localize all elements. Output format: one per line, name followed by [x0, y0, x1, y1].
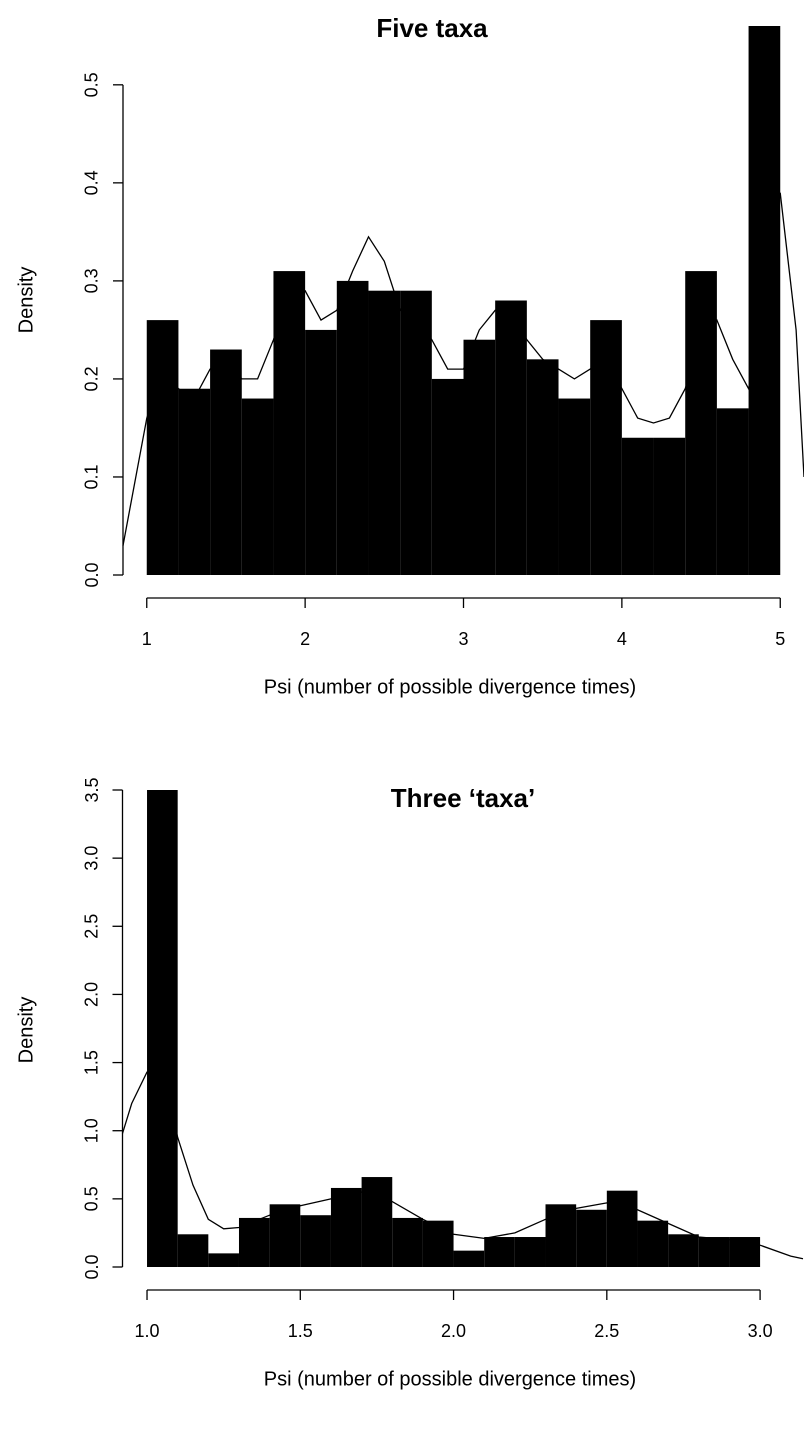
bar	[716, 408, 749, 575]
bar	[558, 398, 591, 575]
bar	[514, 1237, 546, 1267]
bar	[484, 1237, 515, 1267]
y-tick-label: 0.4	[82, 170, 102, 195]
y-tick-label: 2.0	[82, 982, 102, 1007]
x-tick-label: 2.5	[594, 1321, 619, 1341]
bar	[147, 790, 178, 1267]
bar	[576, 1209, 607, 1267]
bar	[368, 290, 401, 575]
bar	[685, 271, 717, 575]
bar	[422, 1220, 454, 1267]
bar	[463, 339, 496, 575]
y-tick-label: 0.1	[82, 464, 102, 489]
bar	[392, 1217, 423, 1267]
bar	[621, 437, 654, 575]
bar	[269, 1204, 301, 1267]
y-tick-label: 0.5	[82, 72, 102, 97]
bar	[400, 290, 432, 575]
bar	[300, 1215, 331, 1267]
y-tick-label: 1.0	[82, 1118, 102, 1143]
y-tick-label: 0.0	[82, 562, 102, 587]
bar	[273, 271, 306, 575]
bar	[336, 280, 369, 575]
x-tick-label: 2.0	[441, 1321, 466, 1341]
chart-title: Five taxa	[376, 13, 488, 43]
x-tick-label: 1.0	[135, 1321, 160, 1341]
y-axis-label: Density	[15, 267, 37, 334]
density-curve	[121, 1068, 804, 1260]
y-tick-label: 0.5	[82, 1186, 102, 1211]
chart-title: Three ‘taxa’	[391, 783, 536, 813]
x-tick-label: 2	[300, 629, 310, 649]
y-tick-label: 0.2	[82, 366, 102, 391]
density-curve	[122, 192, 804, 546]
bar	[208, 1253, 239, 1267]
x-axis-label: Psi (number of possible divergence times…	[264, 676, 636, 698]
bar	[241, 398, 274, 575]
y-axis-label: Density	[15, 997, 37, 1064]
x-tick-label: 1	[142, 629, 152, 649]
x-tick-label: 3.0	[748, 1321, 773, 1341]
x-axis-label: Psi (number of possible divergence times…	[264, 1368, 636, 1390]
y-tick-label: 0.0	[82, 1254, 102, 1279]
bar	[729, 1237, 761, 1267]
bar	[653, 437, 686, 575]
bar	[305, 329, 337, 575]
y-tick-label: 1.5	[82, 1050, 102, 1075]
y-tick-label: 2.5	[82, 914, 102, 939]
y-tick-label: 3.5	[82, 777, 102, 802]
y-tick-label: 0.3	[82, 268, 102, 293]
bar	[606, 1190, 638, 1267]
bar	[637, 1220, 669, 1267]
bar	[453, 1250, 485, 1267]
bar	[748, 26, 781, 575]
bar	[526, 359, 559, 575]
bar	[698, 1237, 730, 1267]
x-tick-label: 4	[617, 629, 627, 649]
bar	[545, 1204, 577, 1267]
x-tick-label: 3	[458, 629, 468, 649]
bar	[330, 1187, 362, 1267]
x-tick-label: 5	[775, 629, 785, 649]
bar	[177, 1234, 209, 1267]
bar	[178, 388, 211, 575]
bar	[146, 320, 179, 575]
bar	[668, 1234, 699, 1267]
bar	[361, 1177, 393, 1267]
bar	[495, 300, 527, 575]
y-tick-label: 3.0	[82, 846, 102, 871]
bar	[210, 349, 242, 575]
x-tick-label: 1.5	[288, 1321, 313, 1341]
bar	[590, 320, 622, 575]
bar	[431, 378, 464, 575]
